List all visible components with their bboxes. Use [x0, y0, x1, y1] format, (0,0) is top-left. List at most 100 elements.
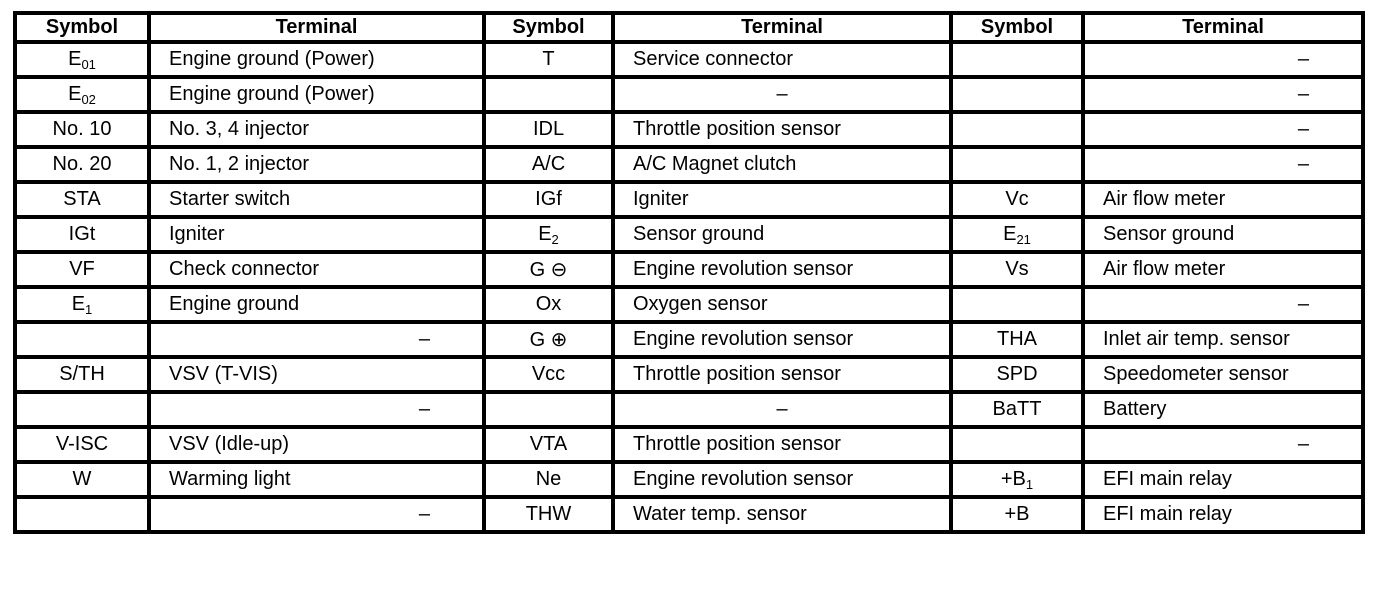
- symbol-cell: E2: [482, 215, 615, 254]
- symbol-cell: T: [482, 40, 615, 79]
- symbol-cell: +B1: [949, 460, 1085, 499]
- symbol-subscript: 01: [81, 56, 96, 72]
- header-terminal: Terminal: [1081, 11, 1365, 44]
- terminal-cell: Service connector: [611, 40, 953, 79]
- header-row: Symbol Terminal Symbol Terminal Symbol T…: [13, 11, 1365, 44]
- symbol-text: +B: [1004, 503, 1030, 525]
- symbol-text: No. 20: [52, 153, 112, 175]
- terminal-cell: –: [1081, 110, 1365, 149]
- terminal-cell: –: [1081, 40, 1365, 79]
- symbol-cell: VF: [13, 250, 151, 289]
- symbol-text: BaTT: [992, 398, 1042, 420]
- symbol-text: A/C: [531, 153, 566, 175]
- terminal-cell: Engine revolution sensor: [611, 320, 953, 359]
- symbol-cell: [949, 40, 1085, 79]
- header-symbol: Symbol: [949, 11, 1085, 44]
- table-row: V-ISC VSV (Idle-up) VTA Throttle position s…: [13, 425, 1365, 464]
- terminal-cell: No. 1, 2 injector: [147, 145, 486, 184]
- symbol-text: Ox: [535, 293, 562, 315]
- symbol-text: IDL: [532, 118, 565, 140]
- terminal-cell: EFI main relay: [1081, 495, 1365, 534]
- terminal-cell: Igniter: [147, 215, 486, 254]
- terminal-cell: Sensor ground: [1081, 215, 1365, 254]
- symbol-text: VF: [69, 258, 95, 280]
- symbol-text: E: [71, 292, 86, 315]
- symbol-cell: [13, 495, 151, 534]
- symbol-cell: IDL: [482, 110, 615, 149]
- terminal-cell: Igniter: [611, 180, 953, 219]
- symbol-cell: E01: [13, 40, 151, 79]
- terminal-cell: –: [147, 390, 486, 429]
- symbol-subscript: 1: [85, 301, 93, 317]
- terminal-cell: Sensor ground: [611, 215, 953, 254]
- terminal-cell: Throttle position sensor: [611, 355, 953, 394]
- symbol-subscript: 02: [81, 91, 96, 107]
- symbol-cell: [949, 110, 1085, 149]
- symbol-cell: [13, 390, 151, 429]
- symbol-cell: STA: [13, 180, 151, 219]
- symbol-cell: Ox: [482, 285, 615, 324]
- terminal-cell: Inlet air temp. sensor: [1081, 320, 1365, 359]
- terminal-cell: –: [1081, 425, 1365, 464]
- symbol-cell: Ne: [482, 460, 615, 499]
- symbol-cell: S/TH: [13, 355, 151, 394]
- symbol-cell: Vcc: [482, 355, 615, 394]
- symbol-text: G ⊖: [529, 259, 568, 281]
- terminal-cell: Battery: [1081, 390, 1365, 429]
- terminal-cell: Warming light: [147, 460, 486, 499]
- symbol-text: W: [72, 468, 92, 490]
- symbol-text: E: [538, 222, 552, 245]
- symbol-cell: [482, 390, 615, 429]
- terminal-cell: Starter switch: [147, 180, 486, 219]
- symbol-cell: [949, 285, 1085, 324]
- symbol-text: No. 10: [52, 118, 112, 140]
- symbol-cell: [482, 75, 615, 114]
- terminal-cell: VSV (Idle-up): [147, 425, 486, 464]
- terminal-cell: Engine revolution sensor: [611, 460, 953, 499]
- terminal-cell: Engine ground (Power): [147, 40, 486, 79]
- terminal-cell: Water temp. sensor: [611, 495, 953, 534]
- symbol-text: STA: [63, 188, 101, 210]
- symbol-cell: Vs: [949, 250, 1085, 289]
- symbol-cell: [13, 320, 151, 359]
- symbol-cell: [949, 425, 1085, 464]
- header-symbol: Symbol: [13, 11, 151, 44]
- symbol-cell: E21: [949, 215, 1085, 254]
- terminal-cell: Oxygen sensor: [611, 285, 953, 324]
- symbol-text: THA: [997, 328, 1037, 350]
- symbol-cell: [949, 75, 1085, 114]
- symbol-text: +B: [1000, 467, 1026, 490]
- terminal-cell: Engine ground (Power): [147, 75, 486, 114]
- symbol-cell: G ⊕: [482, 320, 615, 359]
- terminal-symbol-table: Symbol Terminal Symbol Terminal Symbol T…: [13, 11, 1365, 534]
- symbol-cell: SPD: [949, 355, 1085, 394]
- symbol-cell: No. 20: [13, 145, 151, 184]
- symbol-text: E: [68, 47, 82, 70]
- symbol-cell: G ⊖: [482, 250, 615, 289]
- terminal-cell: Engine ground: [147, 285, 486, 324]
- symbol-text: SPD: [996, 363, 1038, 385]
- symbol-text: Vc: [1005, 188, 1029, 210]
- symbol-text: Vcc: [531, 363, 566, 385]
- terminal-cell: –: [147, 495, 486, 534]
- terminal-cell: No. 3, 4 injector: [147, 110, 486, 149]
- symbol-cell: V-ISC: [13, 425, 151, 464]
- table-row: – THW Water temp. sensor +B EFI main relay: [13, 495, 1365, 534]
- terminal-cell: –: [611, 390, 953, 429]
- table-row: IGt Igniter E2 Sensor ground E21 Sensor groun…: [13, 215, 1365, 254]
- terminal-cell: Air flow meter: [1081, 250, 1365, 289]
- terminal-cell: A/C Magnet clutch: [611, 145, 953, 184]
- symbol-text: E: [1003, 222, 1017, 245]
- symbol-text: VTA: [529, 433, 568, 455]
- symbol-text: Ne: [535, 468, 562, 490]
- symbol-text: V-ISC: [55, 433, 109, 455]
- symbol-text: Vs: [1005, 258, 1029, 280]
- symbol-cell: Vc: [949, 180, 1085, 219]
- symbol-cell: +B: [949, 495, 1085, 534]
- table-row: VF Check connector G ⊖ Engine revolution se…: [13, 250, 1365, 289]
- symbol-cell: IGf: [482, 180, 615, 219]
- symbol-cell: IGt: [13, 215, 151, 254]
- terminal-cell: –: [1081, 75, 1365, 114]
- table-row: S/TH VSV (T-VIS) Vcc Throttle position sens…: [13, 355, 1365, 394]
- symbol-text: G ⊕: [529, 329, 568, 351]
